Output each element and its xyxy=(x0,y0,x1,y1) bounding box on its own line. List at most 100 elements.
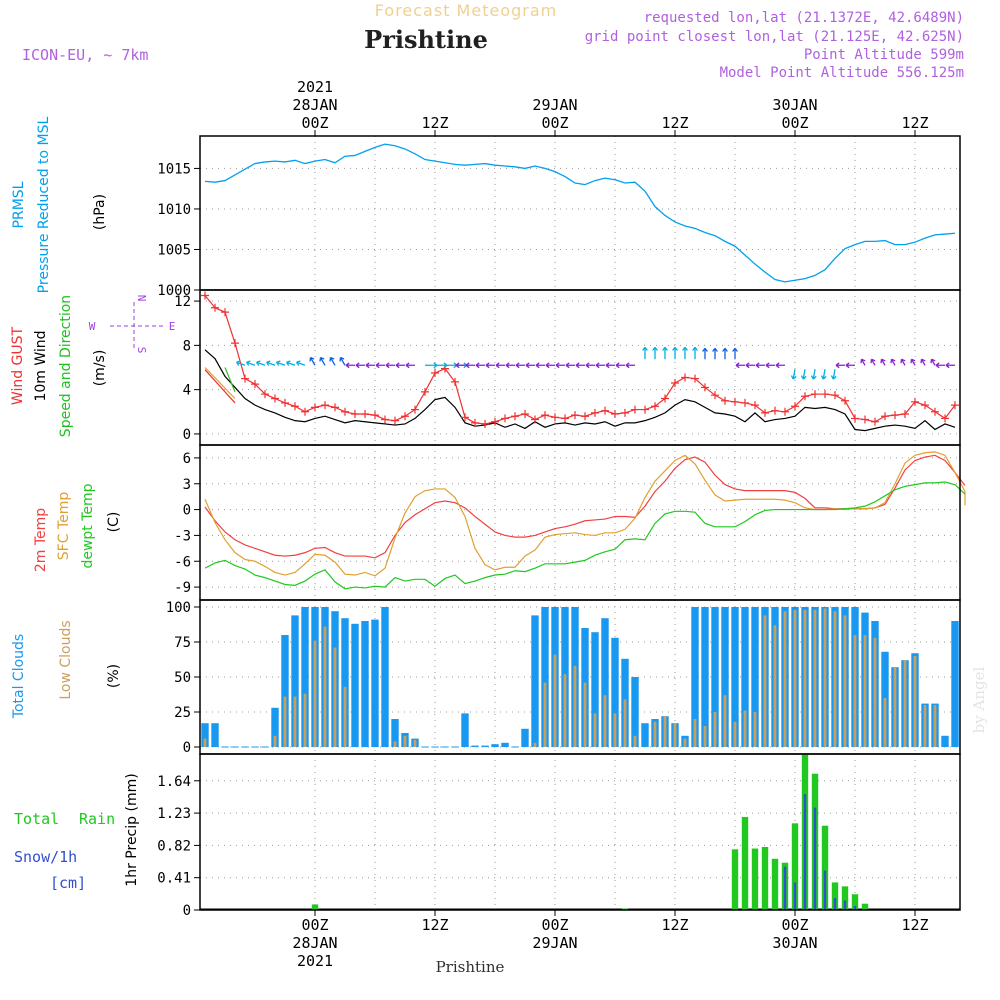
y-tick-label: -9 xyxy=(174,580,191,596)
wind-direction-arrow xyxy=(365,362,375,369)
bar-total-clouds xyxy=(491,744,499,747)
x-tick-label: 12Z xyxy=(661,114,688,132)
gust-marker xyxy=(271,394,279,403)
bar-low-clouds xyxy=(333,647,337,747)
label-dewpt-temp: dewpt Temp xyxy=(80,483,96,568)
x-tick-label: 12Z xyxy=(661,916,688,934)
bar-total-rain xyxy=(761,846,769,910)
label-total-clouds: Total Clouds xyxy=(11,634,27,719)
bar-low-clouds xyxy=(663,716,667,747)
compass-e: E xyxy=(169,320,176,333)
bar-total-clouds xyxy=(641,723,649,747)
wind-direction-arrow xyxy=(245,360,256,366)
y-tick-label: -3 xyxy=(174,528,191,544)
gust-marker xyxy=(451,377,459,386)
bar-total-clouds xyxy=(751,607,759,747)
bar-low-clouds xyxy=(633,735,637,747)
bar-snow xyxy=(843,900,847,910)
bar-low-clouds xyxy=(283,696,287,747)
bar-total-rain xyxy=(821,825,829,910)
gust-marker xyxy=(901,410,909,418)
bar-total-rain xyxy=(731,849,739,910)
y-tick-label: 12 xyxy=(174,294,191,310)
y-tick-label: 4 xyxy=(183,383,191,399)
x-year-label: 2021 xyxy=(297,78,333,96)
label-total: Total xyxy=(14,810,59,828)
wind-direction-arrow xyxy=(835,362,845,369)
gust-marker xyxy=(351,410,359,418)
bar-low-clouds xyxy=(743,710,747,747)
gust-marker xyxy=(621,408,629,417)
wind-direction-arrow xyxy=(860,358,866,366)
bar-low-clouds xyxy=(293,696,297,747)
bar-low-clouds xyxy=(593,713,597,747)
bar-total-clouds xyxy=(611,637,619,747)
x-year-label: 2021 xyxy=(297,952,333,970)
bar-total-clouds xyxy=(351,623,359,747)
gust-marker xyxy=(951,401,959,410)
bar-total-clouds xyxy=(271,707,279,747)
y-tick-label: 0.41 xyxy=(157,871,191,887)
bar-low-clouds xyxy=(803,609,807,747)
gust-marker xyxy=(381,415,389,424)
wind-direction-arrow xyxy=(890,358,896,366)
wind-direction-arrow xyxy=(565,362,575,369)
bar-low-clouds xyxy=(323,626,327,747)
bar-snow xyxy=(783,866,787,910)
bar-low-clouds xyxy=(673,723,677,747)
bar-snow xyxy=(833,898,837,910)
y-tick-label: 25 xyxy=(174,705,191,721)
bar-total-clouds xyxy=(941,735,949,747)
bar-total-clouds xyxy=(461,713,469,747)
bar-total-clouds xyxy=(741,607,749,747)
bar-total-clouds xyxy=(541,607,549,747)
wind-direction-arrow xyxy=(880,358,886,366)
y-tick-label: 100 xyxy=(166,600,191,616)
bar-low-clouds xyxy=(783,611,787,747)
bar-total-clouds xyxy=(721,607,729,747)
gust-marker xyxy=(731,397,739,406)
requested-coords: requested lon,lat (21.1372E, 42.6489N) xyxy=(644,10,964,26)
bar-total-clouds xyxy=(231,746,239,748)
bar-low-clouds xyxy=(403,735,407,747)
bar-total-rain xyxy=(851,894,859,910)
wind-direction-arrow xyxy=(585,362,595,369)
wind-direction-arrow xyxy=(702,347,708,360)
gust-marker xyxy=(341,407,349,416)
bar-total-clouds xyxy=(441,746,449,748)
y-tick-label: 0 xyxy=(183,427,191,443)
series-extra-line xyxy=(224,367,236,393)
y-tick-label: 3 xyxy=(183,477,191,493)
wind-direction-arrow xyxy=(672,346,678,360)
gust-marker xyxy=(811,390,819,399)
bar-snow xyxy=(823,870,827,910)
bar-total-clouds xyxy=(261,746,269,748)
bar-low-clouds xyxy=(273,735,277,747)
bar-low-clouds xyxy=(313,640,317,747)
wind-direction-arrow xyxy=(485,362,495,369)
gust-marker xyxy=(651,402,659,411)
panel4-labels: Total Clouds Low Clouds (%) xyxy=(11,620,122,719)
wind-direction-arrow xyxy=(870,358,876,366)
wind-direction-arrow xyxy=(820,369,827,380)
x-tick-label: 12Z xyxy=(421,114,448,132)
y-tick-label: 1000 xyxy=(157,283,191,299)
bar-low-clouds xyxy=(793,609,797,747)
wind-direction-arrow xyxy=(265,360,276,366)
compass-w: W xyxy=(89,320,96,333)
gust-marker xyxy=(631,405,639,414)
wind-direction-arrow xyxy=(945,362,955,369)
label-2m-temp: 2m Temp xyxy=(33,508,49,572)
y-tick-label: 0 xyxy=(183,740,191,756)
wind-direction-arrow xyxy=(662,346,668,360)
label-low-clouds: Low Clouds xyxy=(58,620,74,699)
bar-low-clouds xyxy=(393,741,397,747)
y-tick-label: 8 xyxy=(183,338,191,354)
bar-total-clouds xyxy=(501,742,509,747)
wind-direction-arrow xyxy=(935,362,945,369)
gust-marker xyxy=(241,374,249,383)
y-tick-label: 0 xyxy=(183,903,191,919)
bar-total-rain xyxy=(771,858,779,910)
series-prmsl-line xyxy=(204,143,956,283)
bar-low-clouds xyxy=(773,625,777,747)
